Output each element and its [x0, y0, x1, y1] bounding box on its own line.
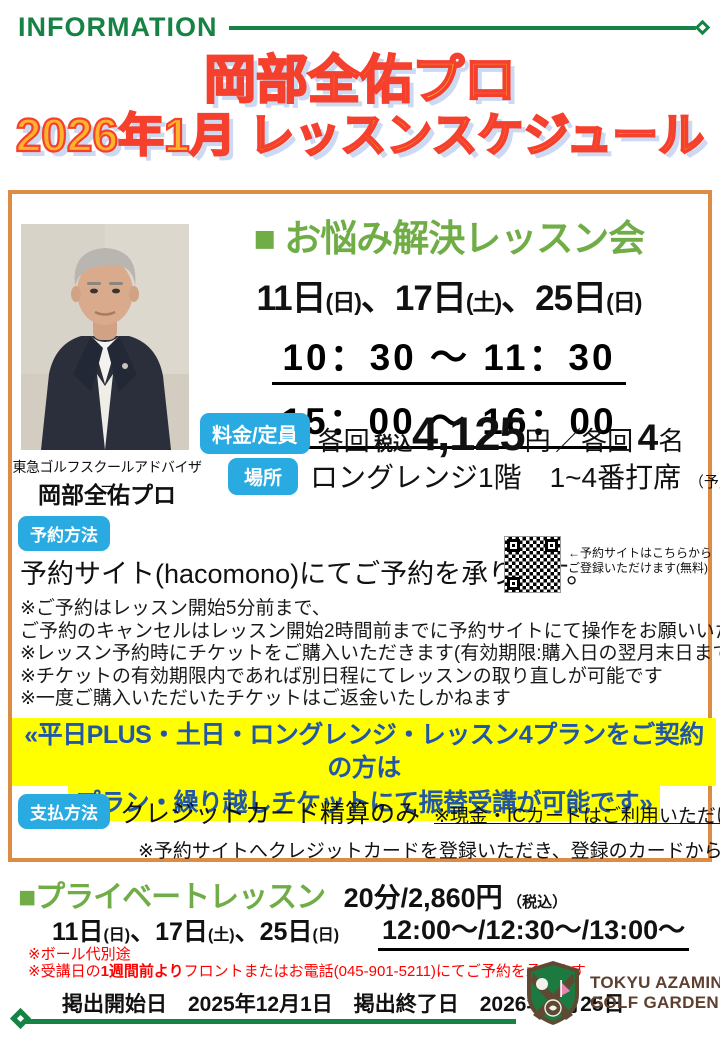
price-badge: 料金/定員 [200, 413, 310, 454]
note-line: ※ご予約はレッスン開始5分前まで、 [20, 598, 331, 619]
highlight-line-2: プラン・繰り越しチケットにて振替受講が可能です» [67, 786, 661, 821]
note-line: ※チケットの有効期限内であれば別日程にてレッスンの取り直しが可能です [20, 665, 663, 687]
pl-date-1-weekday: (日) [103, 927, 131, 944]
price-yen: 円 [524, 426, 551, 456]
payment-main: クレジットカード精算のみ [120, 800, 421, 828]
private-lesson-times: 12:00～/12:30～/13:00～ [378, 908, 690, 951]
price-text: 各回 税込4,125円 ／各回 4名 [318, 406, 685, 461]
pro-photo [21, 224, 189, 450]
information-header: INFORMATION [18, 12, 712, 43]
posting-period: 掲出開始日 2025年12月1日 掲出終了日 2026年1月25日 [62, 993, 625, 1016]
note-line: ご予約のキャンセルはレッスン開始2時間前までに予約サイトにて操作をお願いいたしま… [20, 620, 720, 642]
footer-rule [24, 1019, 516, 1024]
information-label: INFORMATION [18, 12, 218, 42]
pl-date-3-weekday: (日) [312, 927, 340, 944]
qr-note: ←予約サイトはこちらから ご登録いただけます(無料) [568, 546, 712, 576]
booking-phone-note: ※受講日の1週間前よりフロントまたはお電話(045-901-5211)にてご予約… [28, 960, 586, 981]
payment-lines: クレジットカード精算のみ ※現金・ICカードはご利用いただけません ※予約サイトへ… [120, 794, 720, 863]
place-row: 場所 ロングレンジ1階 1~4番打席 （予定） [228, 456, 720, 496]
booking-note-post: フロントまたはお電話(045-901-5211)にてご予約を承ります [183, 963, 586, 980]
lesson-heading: ■ お悩み解決レッスン会 [253, 218, 646, 259]
note-line: ※レッスン予約時にチケットをご購入いただきます(有効期限:購入日の翌月末日まで) [20, 643, 720, 665]
booking-note-bold: 1週間前より [100, 963, 184, 980]
logo-text: TOKYU AZAMINO GOLF GARDEN [590, 973, 720, 1012]
payment-restriction-note: ※現金・ICカードはご利用いただけません [434, 806, 720, 827]
pl-date-2: 17日 [155, 918, 208, 946]
title-schedule: 2026年1月 レッスンスケジュール [15, 109, 706, 162]
main-lesson-box: 東急ゴルフスクールアドバイザー 岡部全佑プロ ■ お悩み解決レッスン会 11日(… [8, 190, 720, 863]
qr-finder-icon [545, 539, 558, 552]
pl-date-3: 25日 [259, 918, 313, 946]
place-badge: 場所 [228, 457, 299, 495]
highlight-line-1: «平日PLUS・土日・ロングレンジ・レッスン4プランをご契約の方は [12, 718, 716, 786]
date-3-weekday: (日) [606, 289, 642, 315]
payment-sub-note: ※予約サイトへクレジットカードを登録いただき、登録のカードからお引落となります [138, 841, 720, 862]
ball-fee-note: ※ボール代別途 [28, 946, 131, 963]
header-rule [229, 25, 696, 30]
logo-line-1: TOKYU AZAMINO [590, 973, 720, 993]
date-2-weekday: (土) [465, 289, 502, 315]
plan-highlight: «平日PLUS・土日・ロングレンジ・レッスン4プランをご契約の方は プラン・繰り… [12, 718, 716, 821]
note-line: ※一度ご購入いただいたチケットはご返金いたしかねます [20, 688, 511, 710]
reservation-notes: ※ご予約はレッスン開始5分前まで、 ご予約のキャンセルはレッスン開始2時間前まで… [20, 598, 720, 711]
price-row: 料金/定員 各回 税込4,125円 ／各回 4名 [200, 406, 716, 461]
pl-date-1: 11日 [52, 918, 104, 946]
qr-finder-icon [507, 539, 520, 552]
price-tax-label: 税込 [374, 434, 413, 455]
qr-note-line-2: ご登録いただけます(無料) [568, 561, 708, 575]
lesson-time-2: 15：00 ～ 16：00 [271, 391, 627, 449]
private-lesson-tax: （税込） [507, 894, 568, 911]
page-title: 岡部全佑プロ 2026年1月 レッスンスケジュール [0, 51, 720, 162]
qr-note-line-1: ←予約サイトはこちらから [568, 546, 713, 560]
price-per: 各回 [317, 426, 370, 456]
lesson-info-column: ■ お悩み解決レッスン会 11日(日)、17日(土)、25日(日) 10：30 … [190, 208, 708, 449]
pro-photo-illustration [21, 224, 189, 450]
pl-date-2-weekday: (土) [207, 927, 235, 944]
capacity-number: 4 [637, 417, 659, 458]
diamond-icon [694, 19, 711, 36]
reservation-sentence: 予約サイト(hacomono)にてご予約を承ります。 [20, 559, 594, 589]
date-1: 11日 [256, 279, 327, 318]
private-lesson-heading-row: ■プライベートレッスン 20分/2,860円 （税込） [18, 872, 567, 916]
pro-role-caption: 東急ゴルフスクールアドバイザー [12, 459, 203, 495]
date-2: 17日 [394, 279, 467, 318]
diamond-icon [9, 1007, 32, 1030]
pl-date-separator: 、 [130, 918, 156, 946]
qr-finder-icon [507, 577, 520, 590]
payment-badge: 支払方法 [18, 794, 110, 829]
pro-name-caption: 岡部全佑プロ [38, 482, 176, 508]
golf-garden-logo: TOKYU AZAMINO GOLF GARDEN [524, 960, 720, 1026]
lesson-time-1: 10：30 ～ 11：30 [272, 327, 626, 385]
price-separator: ／各回 [555, 426, 634, 456]
booking-note-pre: ※受講日の [28, 963, 101, 980]
capacity-unit: 名 [658, 426, 685, 456]
pl-date-separator: 、 [234, 918, 260, 946]
date-3: 25日 [535, 279, 607, 318]
reservation-badge: 予約方法 [18, 516, 110, 551]
place-text: ロングレンジ1階 1~4番打席 （予定） [310, 456, 720, 496]
date-separator: 、 [501, 279, 536, 318]
private-lesson-dates: 11日(日)、17日(土)、25日(日) [52, 912, 339, 948]
title-pro-name: 岡部全佑プロ [203, 51, 517, 111]
place-note: （予定） [688, 474, 720, 491]
date-separator: 、 [360, 279, 396, 318]
lesson-dates: 11日(日)、17日(土)、25日(日) [190, 270, 708, 321]
date-1-weekday: (日) [325, 289, 362, 315]
qr-code [504, 536, 561, 593]
price-amount: 4,125 [412, 407, 526, 460]
private-lesson-title: ■プライベートレッスン [18, 881, 326, 914]
payment-row: 支払方法 クレジットカード精算のみ ※現金・ICカードはご利用いただけません ※予… [18, 794, 720, 863]
private-lesson-price: 20分/2,860円 [343, 883, 503, 913]
golf-garden-crest-icon [527, 961, 579, 1025]
logo-line-2: GOLF GARDEN [590, 993, 719, 1012]
place-value: ロングレンジ1階 1~4番打席 [310, 462, 682, 493]
